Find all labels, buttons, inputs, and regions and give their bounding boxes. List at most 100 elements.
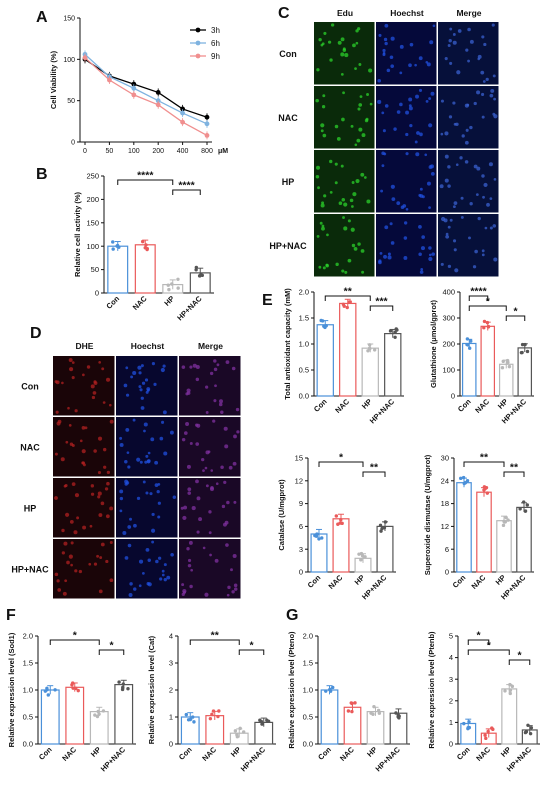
c-cell — [322, 133, 327, 138]
d-cell — [218, 399, 223, 404]
c-cell — [369, 102, 373, 106]
d-cell — [181, 437, 186, 442]
d-cell — [119, 436, 123, 440]
d-cell — [187, 563, 192, 568]
c-image-Con-1 — [376, 22, 437, 85]
d-image-NAC-1 — [116, 417, 178, 477]
a-point — [107, 77, 112, 83]
c-cell — [475, 193, 479, 197]
d-cell — [163, 563, 167, 567]
d-cell — [56, 579, 60, 583]
c-cell — [454, 268, 459, 273]
d-cell — [142, 571, 145, 575]
d-cell — [138, 559, 144, 564]
f-sod1-sig-bracket — [98, 649, 125, 655]
e-sod-y-tick-label: 12 — [441, 522, 449, 531]
g-ptenb-dot — [467, 725, 472, 730]
a-legend-marker — [195, 40, 201, 46]
c-cell — [357, 242, 361, 246]
g-ptenb-sig-label: * — [476, 630, 481, 642]
f-sod1-sig-bracket — [49, 639, 100, 645]
f-cat-dot — [260, 722, 264, 726]
c-cell — [452, 40, 457, 45]
d-cell — [225, 543, 229, 547]
d-cell — [57, 588, 62, 592]
c-cell — [383, 37, 388, 42]
d-cell — [170, 552, 174, 557]
e-taoc-dot — [324, 324, 328, 328]
c-cell — [421, 235, 425, 239]
d-cell — [136, 457, 141, 462]
d-cell — [213, 399, 217, 403]
e-gsh-dot — [486, 324, 491, 329]
d-cell — [124, 556, 129, 560]
f-sod1-y-tick-label: 0.5 — [23, 713, 33, 722]
c-cell — [439, 184, 444, 189]
d-cell — [129, 582, 133, 586]
c-cell — [316, 165, 320, 170]
c-cell — [461, 134, 465, 138]
b-dot — [144, 243, 148, 247]
c-cell — [352, 43, 356, 48]
d-cell — [202, 546, 206, 550]
e-gsh-dot — [467, 346, 472, 350]
e-cat-dot — [334, 514, 339, 518]
d-cell — [162, 410, 167, 415]
a-x-tick-label: 0 — [83, 148, 87, 155]
c-cell — [403, 221, 408, 225]
d-cell — [195, 365, 200, 370]
c-cell — [389, 222, 393, 226]
e-gsh-sig-bracket — [468, 305, 507, 311]
d-cell — [220, 465, 224, 469]
b-y-tick-label: 250 — [86, 172, 99, 181]
f-sod1-dot — [43, 689, 48, 693]
e-taoc-sig-bracket — [324, 295, 371, 301]
d-cell — [70, 563, 73, 567]
g-ptenb-dot — [524, 730, 529, 734]
c-cell — [360, 172, 365, 177]
e-cat-dot — [363, 555, 367, 559]
d-cell — [180, 506, 184, 510]
d-cell — [92, 391, 97, 395]
c-cell — [405, 110, 409, 115]
d-cell — [69, 367, 74, 372]
d-cell — [139, 388, 143, 392]
c-cell — [440, 132, 444, 136]
c-cell — [452, 101, 456, 105]
g-pteno-dot — [353, 701, 357, 705]
g-pteno-bar-HP — [366, 710, 385, 745]
d-cell — [68, 554, 73, 559]
b-y-tick-label: 0 — [95, 289, 99, 298]
c-cell — [466, 103, 470, 107]
b-y-tick-label: 150 — [86, 218, 99, 227]
d-cell — [156, 489, 160, 494]
f-cat-dot — [266, 719, 271, 723]
d-cell — [140, 364, 144, 368]
a-point — [204, 121, 210, 127]
c-cell — [343, 226, 348, 231]
a-legend-marker — [195, 27, 201, 33]
d-cell — [93, 380, 97, 384]
c-cell — [445, 232, 449, 236]
e-sod-x-tick-label: Con — [451, 573, 468, 590]
c-cell — [465, 128, 469, 132]
e-gsh-y-tick-label: 200 — [442, 340, 455, 349]
c-cell — [493, 257, 498, 262]
c-cell — [387, 252, 391, 256]
d-row-label-Con: Con — [21, 382, 39, 392]
d-cell — [138, 385, 142, 389]
e-taoc-x-tick-label: HP — [360, 397, 374, 411]
e-gsh-x-tick-label: NAC — [473, 397, 491, 415]
e-sod-dot — [501, 523, 506, 528]
c-cell — [318, 37, 322, 42]
e-gsh-sig-bracket — [468, 295, 489, 301]
d-cell — [146, 581, 150, 586]
f-sod1-dot — [101, 709, 106, 713]
a-legend-label-9h: 9h — [211, 52, 220, 61]
e-gsh-x-tick-label: HP — [496, 397, 510, 411]
c-cell — [481, 174, 485, 178]
d-cell — [195, 377, 200, 382]
e-cat-bar-HP+NAC — [376, 525, 394, 573]
c-cell — [347, 258, 352, 263]
